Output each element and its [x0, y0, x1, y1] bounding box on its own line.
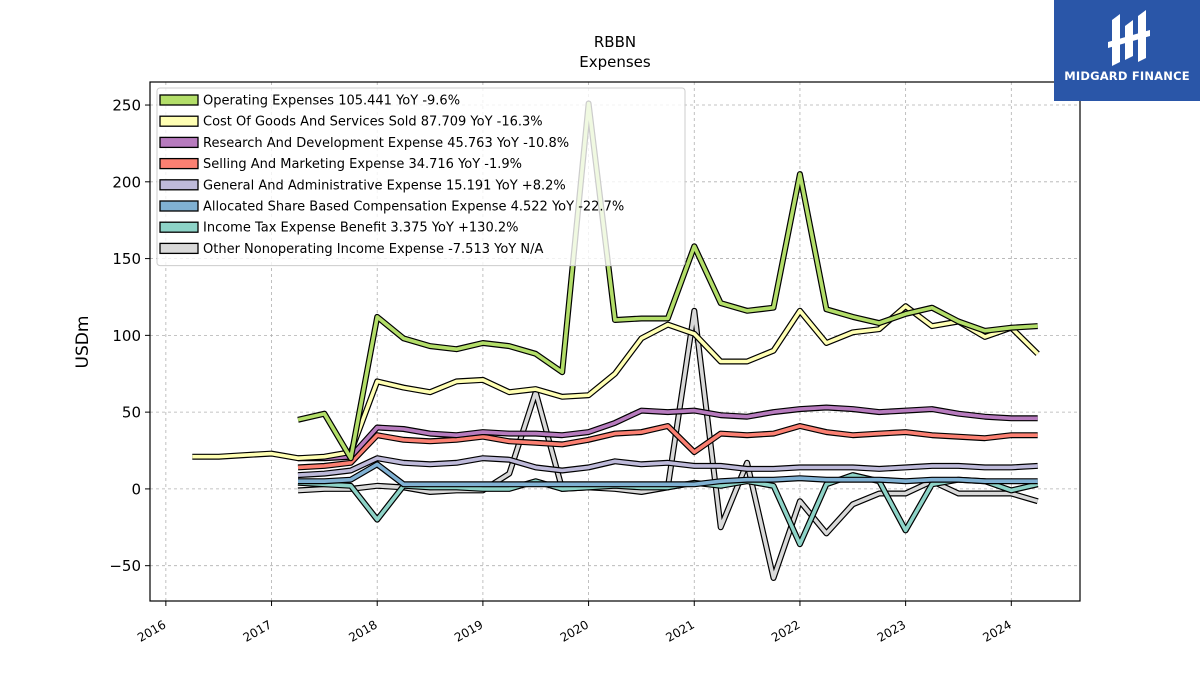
- series-lines: [192, 100, 1040, 581]
- legend-entry-label: Income Tax Expense Benefit 3.375 YoY +13…: [203, 221, 518, 236]
- x-tick-label: 2024: [980, 617, 1013, 644]
- y-tick-label: 200: [112, 173, 141, 191]
- series-line-operating-expenses: [297, 101, 1038, 461]
- legend-entry-label: Operating Expenses 105.441 YoY -9.6%: [203, 94, 460, 109]
- x-tick-label: 2017: [241, 617, 274, 644]
- series-line-other-nonoperating-income-expense: [297, 308, 1039, 580]
- x-tick-label: 2019: [452, 617, 485, 644]
- series-line-selling-and-marketing-expense: [297, 424, 1038, 470]
- x-tick-label: 2020: [558, 617, 591, 644]
- legend-entry-label: General And Administrative Expense 15.19…: [203, 178, 566, 193]
- chart-subtitle: Expenses: [579, 53, 651, 71]
- x-tick-label: 2016: [135, 617, 168, 644]
- x-tick-label: 2018: [346, 617, 379, 644]
- legend-swatch: [159, 157, 199, 170]
- legend-swatch: [159, 136, 199, 149]
- series-line-general-and-administrative-expense: [297, 456, 1038, 477]
- y-tick-label: 50: [122, 404, 141, 422]
- legend-swatch: [159, 94, 199, 106]
- legend-swatch: [159, 115, 199, 127]
- legend-swatch: [159, 179, 199, 191]
- y-axis-label: USDm: [73, 316, 93, 369]
- legend-swatch: [159, 242, 199, 255]
- series-line-research-and-development-expense: [298, 405, 1038, 461]
- series-outline-other-nonoperating-income-expense: [297, 307, 1039, 581]
- x-tick-label: 2022: [769, 617, 802, 644]
- series-line-allocated-share-based-compensation-expense: [298, 462, 1038, 487]
- y-tick-label: 250: [112, 97, 141, 115]
- legend-swatch: [159, 221, 199, 233]
- y-tick-label: 100: [112, 327, 141, 345]
- legend-entry-label: Allocated Share Based Compensation Expen…: [203, 200, 624, 215]
- legend: Operating Expenses 105.441 YoY -9.6% Cost…: [156, 87, 686, 267]
- y-tick-label: 0: [131, 480, 141, 498]
- y-tick-label: 150: [112, 250, 141, 268]
- legend-entry-label: Selling And Marketing Expense 34.716 YoY…: [203, 157, 522, 172]
- x-tick-label: 2021: [663, 617, 696, 644]
- plot-frame: [149, 81, 1081, 602]
- legend-entry-label: Cost Of Goods And Services Sold 87.709 Y…: [203, 115, 543, 130]
- logo-text: MIDGARD FINANCE: [1064, 69, 1190, 83]
- brand-logo: MIDGARD FINANCE: [1054, 0, 1200, 101]
- legend-entry-label: Other Nonoperating Income Expense -7.513…: [203, 242, 543, 257]
- y-tick-label: −50: [109, 557, 141, 575]
- legend-entry-label: Research And Development Expense 45.763 …: [203, 136, 569, 151]
- x-tick-label: 2023: [875, 617, 908, 644]
- logo-mark-icon: [1108, 10, 1150, 66]
- legend-swatch: [159, 200, 199, 212]
- chart-title: RBBN: [594, 33, 636, 51]
- legend-box: [156, 87, 686, 267]
